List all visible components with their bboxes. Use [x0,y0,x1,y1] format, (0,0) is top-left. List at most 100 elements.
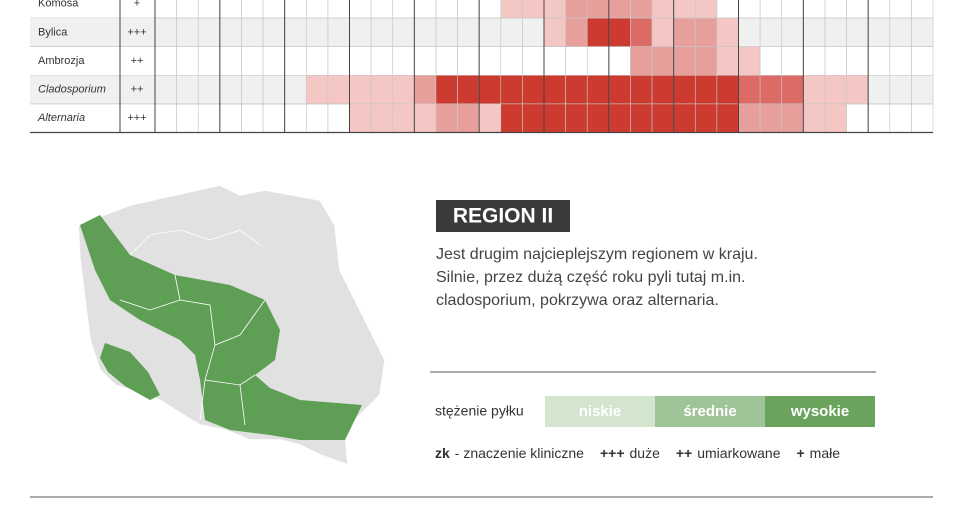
cell [759,0,783,19]
cell [305,0,329,19]
cell [457,46,480,76]
legend: niskie średnie wysokie [545,396,875,427]
cell [889,103,912,133]
cell [716,17,739,48]
cell [543,17,566,48]
description-line: Silnie, przez dużą część roku pyli tutaj… [436,269,745,286]
cell [305,103,329,133]
cell [543,103,566,133]
cell [586,0,610,19]
cell [846,0,869,19]
cell [608,103,631,133]
row-zk: + [134,0,140,10]
cell [608,46,631,76]
cell [500,75,523,105]
cell [824,0,847,19]
cell [543,75,566,105]
cell [781,46,804,76]
cell [500,103,523,133]
cell [630,17,653,48]
cell [846,46,869,76]
cell [284,103,307,133]
cell [716,0,739,19]
cell [349,103,372,133]
cell [349,46,372,76]
row-name: Cladosporium [38,84,106,96]
cell [370,75,394,105]
cell [738,0,761,19]
cell [651,17,674,48]
cell [824,103,847,133]
cell [630,75,653,105]
cell [327,46,350,76]
legend-text: średnie [683,403,736,420]
cell [414,103,437,133]
legend-swatch [545,396,655,427]
footnote-symbol: +++ [600,445,625,461]
cell [673,17,696,48]
footnote-text: - znaczenie kliniczne [455,445,584,461]
cell [241,103,264,133]
cell [586,103,610,133]
cell [522,75,545,105]
cell [197,103,221,133]
cell [457,75,480,105]
cell [608,75,631,105]
cell [392,103,415,133]
cell [867,46,891,76]
cell [414,75,437,105]
cell [154,0,177,19]
cell [694,103,718,133]
cell [435,103,458,133]
cell [284,46,307,76]
footnote-symbol: zk [435,445,450,461]
cell [176,46,199,76]
cell [262,103,285,133]
region-area [100,343,160,400]
cell [824,75,847,105]
cell [478,75,502,105]
cell [608,0,631,19]
cell [349,0,372,19]
description-line: cladosporium, pokrzywa oraz alternaria. [436,292,719,309]
cell [327,103,350,133]
row-name: Komosa [38,0,79,10]
footnote-text: małe [810,445,841,461]
cell [781,75,804,105]
cell [781,0,804,19]
cell [349,75,372,105]
cell [651,0,674,19]
map [77,184,386,467]
cell [435,46,458,76]
cell [197,0,221,19]
legend-swatch [655,396,765,427]
region-title-box [436,200,570,232]
cell [651,75,674,105]
cell [673,0,696,19]
cell [716,103,739,133]
cell [867,103,891,133]
cell [608,17,631,48]
cell [630,103,653,133]
cell [435,75,458,105]
cell [565,103,588,133]
cell [241,46,264,76]
cell [543,46,566,76]
cell [457,0,480,19]
legend-text: wysokie [790,403,849,420]
cell [586,17,610,48]
cell [803,46,826,76]
cell [673,46,696,76]
cell [154,46,177,76]
description-line: Jest drugim najcieplejszym regionem w kr… [436,246,758,263]
cell [176,103,199,133]
cell [759,75,783,105]
cell [694,75,718,105]
footnote-text: duże [630,445,661,461]
cell [694,0,718,19]
footnote-symbol: ++ [676,445,692,461]
cell [803,75,826,105]
cell [500,46,523,76]
cell [522,46,545,76]
cell [738,75,761,105]
